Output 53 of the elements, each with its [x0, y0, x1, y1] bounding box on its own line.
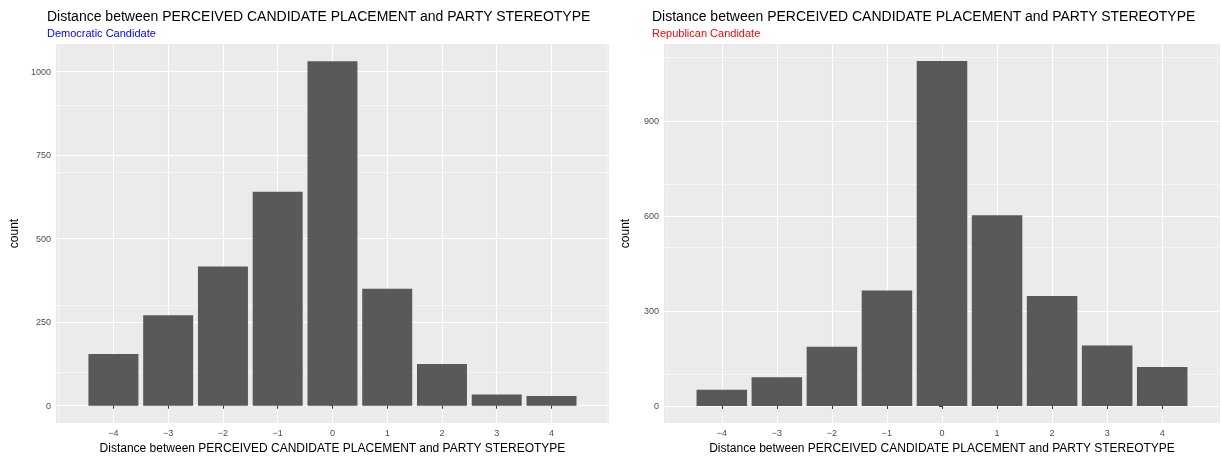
x-tick-label: 0 [329, 427, 335, 438]
y-tick-label: 1000 [30, 66, 51, 77]
x-tick-label: −1 [272, 427, 283, 438]
x-tick-label: −3 [163, 427, 174, 438]
x-tick-label: 4 [1159, 427, 1165, 438]
bar [416, 363, 467, 406]
x-tick-label: 1 [384, 427, 390, 438]
y-axis-title: count [618, 218, 632, 249]
y-tick-label: 0 [653, 401, 659, 411]
x-tick-label: −2 [826, 427, 838, 438]
x-tick-label: −4 [716, 427, 727, 438]
x-tick-label: 2 [1049, 427, 1055, 438]
bar [1081, 345, 1133, 406]
y-tick-label: 600 [643, 210, 659, 221]
x-axis-title: Distance between PERCEIVED CANDIDATE PLACEMENT and PARTY STEREOTYPE [99, 441, 566, 455]
bar [696, 389, 748, 406]
y-tick-label: 0 [45, 400, 51, 411]
y-tick-label: 500 [35, 233, 51, 244]
x-tick-label: 1 [994, 427, 1000, 438]
bar [307, 61, 358, 406]
x-tick-label: 3 [1104, 427, 1110, 438]
chart-title: Distance between PERCEIVED CANDIDATE PLACEMENT and PARTY STEREOTYPE [47, 8, 591, 24]
bar [806, 346, 858, 406]
x-tick-label: 2 [439, 427, 445, 438]
bar [471, 394, 522, 406]
x-tick-label: −2 [217, 427, 229, 438]
chart-subtitle: Democratic Candidate [47, 26, 156, 39]
bar [143, 315, 194, 406]
bar [861, 290, 913, 406]
bar [751, 377, 803, 406]
y-axis-title: count [7, 218, 21, 249]
x-tick-label: 4 [548, 427, 555, 438]
bar [1026, 296, 1078, 406]
bar [252, 191, 303, 406]
x-tick-label: −1 [881, 427, 893, 438]
bar [197, 266, 248, 406]
x-axis-title: Distance between PERCEIVED CANDIDATE PLACEMENT and PARTY STEREOTYPE [709, 441, 1175, 455]
y-tick-label: 300 [643, 305, 659, 316]
y-tick-label: 250 [35, 317, 51, 328]
y-tick-label: 900 [643, 115, 659, 126]
chart-title: Distance between PERCEIVED CANDIDATE PLACEMENT and PARTY STEREOTYPE [652, 8, 1196, 24]
bar [526, 396, 577, 406]
chart-subtitle: Republican Candidate [652, 26, 761, 39]
y-tick-label: 750 [35, 150, 51, 161]
x-tick-label: −3 [771, 427, 782, 438]
bar [88, 353, 139, 406]
x-tick-label: −4 [108, 427, 119, 438]
bar [971, 215, 1023, 406]
bar [916, 61, 968, 406]
bar [362, 288, 413, 406]
bar [1136, 367, 1188, 406]
x-tick-label: 3 [494, 427, 500, 438]
x-tick-label: 0 [939, 427, 945, 438]
